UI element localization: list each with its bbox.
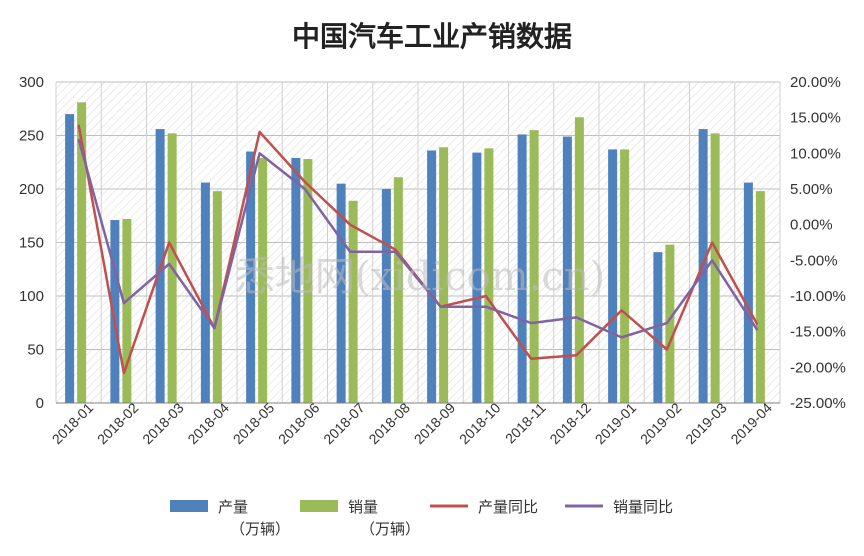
bar-sales [77, 102, 87, 403]
legend: 产量 （万辆） 销量 （万辆） 产量同比 销量同比 [170, 498, 673, 538]
bar-production [472, 152, 482, 403]
bar-sales [755, 191, 765, 403]
bar-production [65, 114, 75, 403]
x-tick-label: 2018-08 [365, 399, 413, 447]
y-left-tick-label: 0 [36, 395, 44, 412]
legend-sales-label: 销量 [348, 498, 378, 516]
watermark: 悉地网(xidicom.cn) [235, 254, 605, 300]
lines [77, 124, 759, 375]
bar-sales [665, 244, 675, 403]
legend-production-label: 产量 [218, 498, 248, 516]
legend-sales-unit: （万辆） [360, 520, 420, 538]
x-tick-label: 2018-05 [230, 399, 278, 447]
bar-sales [122, 218, 132, 403]
y-right-tick-label: -25.00% [790, 395, 846, 412]
bar-sales [303, 159, 313, 403]
y-left-tick-label: 300 [19, 74, 44, 91]
x-tick-label: 2018-07 [320, 399, 368, 447]
bar-sales [348, 200, 358, 403]
y-right-tick-label: 20.00% [790, 74, 841, 91]
y-right-tick-label: -20.00% [790, 359, 846, 376]
y-right-tick-label: 5.00% [790, 181, 833, 198]
bar-production [291, 157, 301, 403]
x-tick-label: 2018-03 [139, 399, 187, 447]
legend-production-unit: （万辆） [230, 520, 290, 538]
x-tick-label: 2018-12 [546, 399, 594, 447]
x-tick-label: 2018-01 [49, 399, 97, 447]
bar-sales [529, 130, 539, 403]
x-tick-label: 2018-04 [184, 399, 232, 447]
bar-sales [439, 147, 449, 403]
x-tick-label: 2018-06 [275, 399, 323, 447]
bar-production [381, 189, 391, 403]
bar-sales [258, 157, 268, 403]
y-left-tick-label: 150 [19, 235, 44, 252]
y-right-tick-label: -10.00% [790, 288, 846, 305]
bar-production [608, 149, 618, 403]
legend-production-swatch [170, 500, 208, 512]
legend-sales-yoy-label: 销量同比 [613, 498, 673, 516]
bar-production [246, 151, 256, 403]
bar-production [517, 134, 527, 403]
legend-production-yoy-label: 产量同比 [478, 498, 538, 516]
y-right-tick-label: 15.00% [790, 110, 841, 127]
y-left-tick-label: 50 [27, 342, 44, 359]
bar-sales [620, 149, 630, 403]
x-tick-label: 2018-11 [502, 399, 549, 446]
y-left-tick-label: 200 [19, 181, 44, 198]
legend-sales-swatch [300, 500, 338, 512]
bar-production [336, 183, 346, 403]
x-tick-label: 2019-03 [682, 399, 730, 447]
gridlines [55, 81, 781, 404]
chart-title: 中国汽车工业产销数据 [292, 20, 572, 53]
bar-production [110, 220, 120, 403]
bar-sales [710, 133, 720, 404]
bar-production [653, 252, 663, 403]
y-right-tick-label: 0.00% [790, 217, 833, 234]
bar-sales [574, 117, 584, 403]
bar-sales [484, 148, 494, 403]
x-tick-label: 2019-01 [592, 399, 640, 447]
bar-production [200, 182, 210, 403]
bar-production [743, 182, 753, 403]
bar-sales [393, 177, 403, 403]
y-left-tick-label: 100 [19, 288, 44, 305]
x-tick-label: 2018-09 [411, 399, 459, 447]
y-right-tick-label: 10.00% [790, 145, 841, 162]
bar-sales [212, 191, 222, 403]
y-right-tick-label: -15.00% [790, 324, 846, 341]
x-tick-label: 2018-10 [456, 399, 504, 447]
bar-production [427, 150, 437, 403]
x-tick-label: 2018-02 [94, 399, 142, 447]
bar-production [562, 136, 572, 403]
line-sales-yoy [77, 138, 759, 339]
x-tick-label: 2019-04 [727, 399, 775, 447]
y-left-tick-label: 250 [19, 128, 44, 145]
y-right-tick-label: -5.00% [790, 252, 838, 269]
x-tick-label: 2019-02 [637, 399, 685, 447]
